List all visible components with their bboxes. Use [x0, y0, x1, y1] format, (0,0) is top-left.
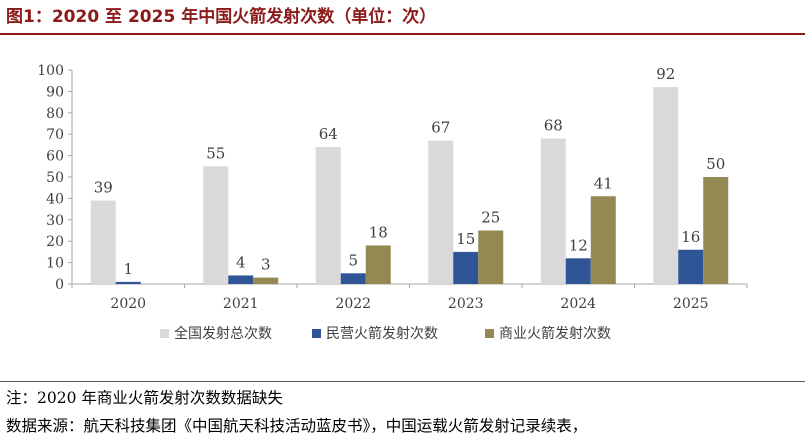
y-tick-label: 0 — [55, 277, 64, 293]
bar — [478, 230, 504, 284]
y-tick-label: 40 — [46, 191, 64, 207]
x-tick-label: 2022 — [335, 296, 371, 312]
bar — [678, 249, 704, 284]
bar — [565, 258, 591, 284]
data-label: 18 — [369, 223, 388, 241]
y-tick-label: 20 — [46, 234, 64, 250]
data-label: 64 — [319, 125, 338, 143]
x-tick-label: 2021 — [223, 296, 259, 312]
bar — [365, 245, 391, 284]
y-tick-label: 30 — [46, 213, 64, 229]
legend-label: 民营火箭发射次数 — [326, 325, 438, 342]
bar — [653, 87, 679, 284]
y-tick-label: 90 — [46, 84, 64, 100]
legend-swatch — [485, 329, 494, 338]
footnote: 注：2020 年商业火箭发射次数数据缺失 — [6, 389, 283, 407]
bar — [453, 251, 479, 284]
title-rule — [0, 33, 805, 35]
bar-chart: 0 10 20 30 40 50 60 70 80 90 100 2020 2021 2022 2023 20… — [37, 63, 748, 342]
data-label: 92 — [656, 65, 675, 83]
bar — [428, 140, 454, 284]
x-tick-label: 2023 — [448, 296, 484, 312]
y-tick-label: 50 — [46, 170, 64, 186]
data-label: 1 — [123, 260, 133, 278]
bar — [315, 147, 341, 284]
legend-label: 全国发射总次数 — [174, 325, 272, 342]
data-label: 39 — [94, 179, 113, 197]
data-label: 5 — [348, 251, 358, 269]
legend-swatch — [312, 329, 321, 338]
y-tick-label: 10 — [46, 256, 64, 272]
data-label: 12 — [569, 236, 588, 254]
x-tick-label: 2024 — [560, 296, 596, 312]
legend-label: 商业火箭发射次数 — [499, 325, 611, 342]
data-label: 4 — [236, 253, 246, 271]
source-note: 数据来源：航天科技集团《中国航天科技活动蓝皮书》，中国运载火箭发射记录续表， — [6, 417, 588, 435]
x-tick-label: 2025 — [673, 296, 709, 312]
bar — [590, 196, 616, 284]
chart-title: 图1：2020 至 2025 年中国火箭发射次数（单位：次） — [6, 7, 437, 27]
data-label: 68 — [544, 116, 563, 134]
bar — [703, 177, 729, 284]
data-label: 15 — [456, 230, 475, 248]
y-tick-label: 70 — [46, 127, 64, 143]
data-label: 25 — [481, 209, 500, 227]
bar — [253, 277, 279, 284]
bar — [228, 275, 254, 284]
data-label: 3 — [261, 256, 271, 274]
bar — [115, 281, 141, 284]
bar — [340, 273, 366, 284]
data-label: 50 — [706, 155, 725, 173]
y-tick-label: 80 — [46, 106, 64, 122]
y-tick-label: 100 — [37, 63, 64, 79]
data-label: 41 — [594, 174, 613, 192]
x-tick-label: 2020 — [110, 296, 146, 312]
legend-swatch — [160, 329, 169, 338]
bar — [540, 138, 566, 284]
bar — [90, 200, 116, 284]
data-label: 67 — [431, 119, 450, 137]
data-label: 55 — [206, 144, 225, 162]
bar — [203, 166, 229, 284]
notes-rule — [0, 381, 805, 382]
y-tick-label: 60 — [46, 149, 64, 165]
data-label: 16 — [681, 228, 700, 246]
